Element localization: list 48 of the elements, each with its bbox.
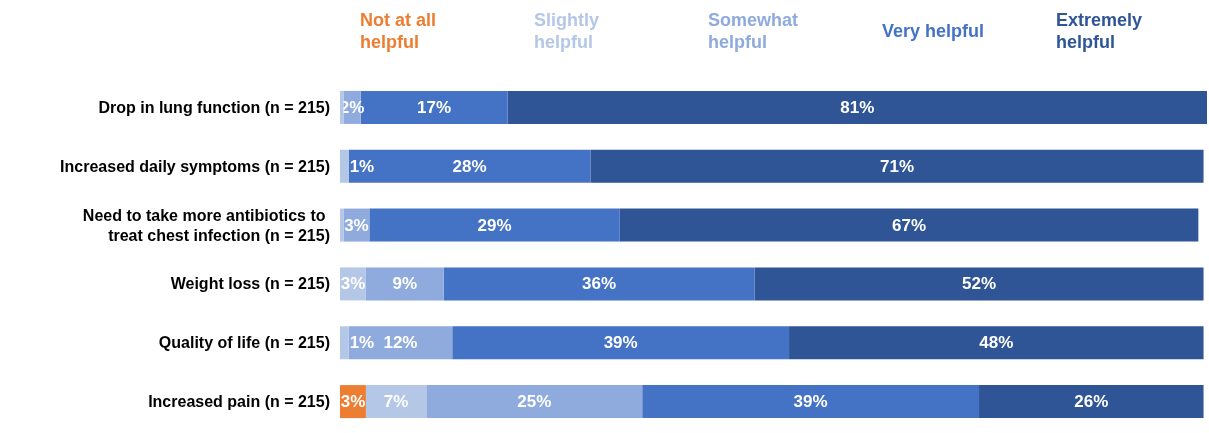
data-label: 12% (383, 333, 418, 353)
data-label: 39% (793, 392, 828, 412)
bar (365, 267, 444, 301)
bar (443, 267, 755, 301)
data-label: 29% (477, 215, 512, 235)
text: Very helpful (882, 21, 985, 41)
y-tick-label: Weight loss (n = 215) (170, 275, 330, 293)
data-label: 9% (392, 274, 418, 294)
bar (340, 149, 349, 183)
data-label: 17% (417, 97, 452, 117)
data-label: 28% (452, 156, 487, 176)
text: Extremely helpful (1056, 10, 1148, 52)
data-label: 48% (979, 333, 1014, 353)
data-label: 7% (383, 392, 409, 412)
bar (754, 267, 1204, 301)
y-tick-label: Increased daily symptoms (n = 215) (60, 157, 330, 175)
bar (590, 149, 1204, 183)
y-tick-label: Quality of life (n = 215) (158, 334, 330, 352)
data-label: 52% (962, 274, 997, 294)
bar (507, 90, 1207, 124)
text: Not at all helpful (360, 10, 442, 52)
bar (979, 385, 1204, 419)
text: Somewhat helpful (708, 10, 804, 52)
bar (789, 326, 1204, 360)
y-tick-label: Need to take more antibiotics to treat chest infection (n = 215) (82, 206, 330, 244)
data-label: 71% (879, 156, 914, 176)
data-label: 25% (517, 392, 552, 412)
y-tick-label: Increased pain (n = 215) (148, 393, 330, 411)
data-label: 3% (340, 392, 366, 412)
bar (365, 385, 427, 419)
data-label: 81% (840, 97, 875, 117)
bar (452, 326, 790, 360)
data-label: 36% (582, 274, 617, 294)
data-label: 1% (349, 156, 375, 176)
data-label: 3% (340, 274, 366, 294)
text: Slightly helpful (534, 10, 605, 52)
bar (348, 149, 591, 183)
bar (426, 385, 643, 419)
data-label: 67% (892, 215, 927, 235)
data-label: 1% (349, 333, 375, 353)
y-tick-label: Drop in lung function (n = 215) (98, 98, 330, 116)
bar (369, 208, 620, 242)
bar (340, 326, 349, 360)
bar (642, 385, 980, 419)
bar (619, 208, 1199, 242)
data-label: 39% (603, 333, 638, 353)
data-label: 3% (344, 215, 369, 235)
data-label: 26% (1074, 392, 1109, 412)
